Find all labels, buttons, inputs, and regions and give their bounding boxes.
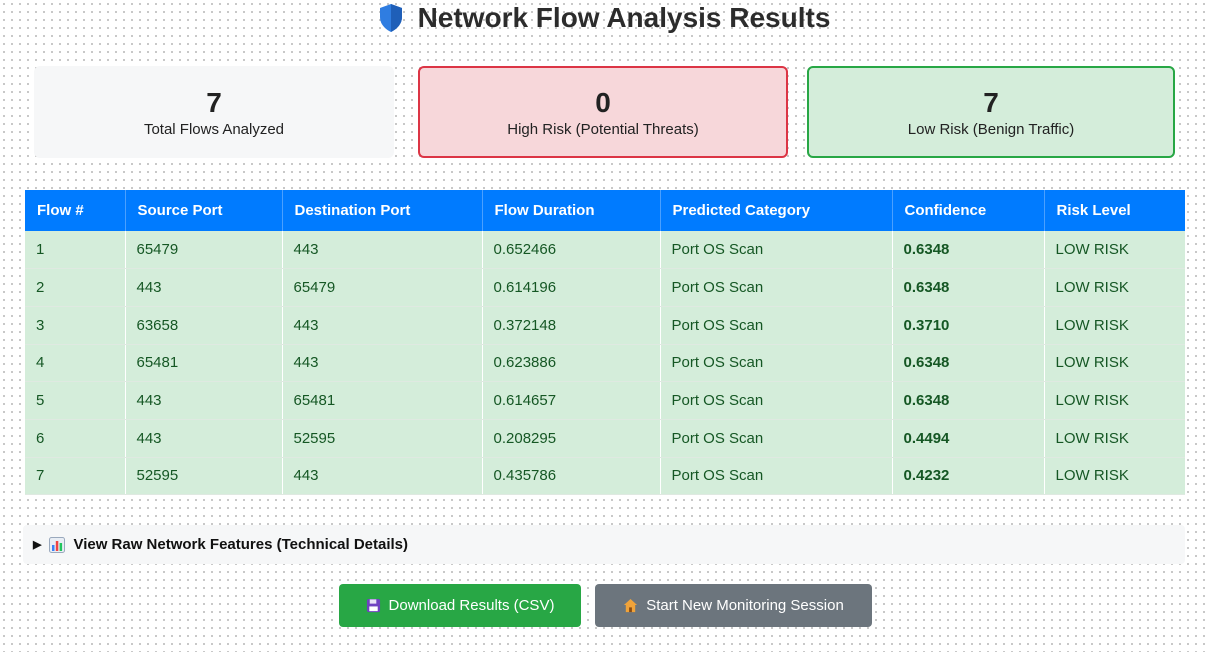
- cell-risk-level: LOW RISK: [1044, 231, 1185, 270]
- cell-flow-duration: 0.614657: [482, 381, 661, 420]
- cell-predicted-category: Port OS Scan: [660, 306, 893, 345]
- total-flows-count: 7: [206, 86, 222, 118]
- cell-flow-duration: 0.652466: [482, 231, 661, 270]
- total-flows-card: 7 Total Flows Analyzed: [34, 66, 394, 158]
- floppy-disk-icon: [366, 598, 380, 613]
- cell-flow: 1: [25, 231, 126, 270]
- cell-source-port: 65479: [125, 231, 283, 270]
- cell-flow-duration: 0.372148: [482, 306, 661, 345]
- table-row: 7 52595 443 0.435786 Port OS Scan 0.4232…: [25, 457, 1185, 496]
- cell-risk-level: LOW RISK: [1044, 419, 1185, 458]
- cell-flow: 7: [25, 457, 126, 496]
- cell-destination-port: 443: [282, 344, 483, 383]
- low-risk-card: 7 Low Risk (Benign Traffic): [807, 66, 1175, 158]
- low-risk-count: 7: [983, 86, 999, 118]
- table-row: 1 65479 443 0.652466 Port OS Scan 0.6348…: [25, 231, 1185, 270]
- total-flows-label: Total Flows Analyzed: [143, 120, 285, 138]
- shield-icon: [379, 4, 402, 32]
- cell-predicted-category: Port OS Scan: [660, 268, 893, 307]
- high-risk-card: 0 High Risk (Potential Threats): [418, 66, 788, 158]
- house-icon: [624, 598, 638, 613]
- cell-confidence: 0.6348: [892, 381, 1045, 420]
- table-row: 3 63658 443 0.372148 Port OS Scan 0.3710…: [25, 306, 1185, 345]
- cell-confidence: 0.4494: [892, 419, 1045, 458]
- cell-destination-port: 443: [282, 231, 483, 270]
- cell-risk-level: LOW RISK: [1044, 457, 1185, 496]
- cell-flow: 4: [25, 344, 126, 383]
- cell-flow-duration: 0.614196: [482, 268, 661, 307]
- page-header: Network Flow Analysis Results: [0, 0, 1208, 36]
- start-new-session-label: Start New Monitoring Session: [646, 597, 844, 614]
- cell-flow: 2: [25, 268, 126, 307]
- cell-source-port: 443: [125, 381, 283, 420]
- cell-risk-level: LOW RISK: [1044, 306, 1185, 345]
- high-risk-label: High Risk (Potential Threats): [507, 120, 699, 138]
- table-row: 5 443 65481 0.614657 Port OS Scan 0.6348…: [25, 381, 1185, 420]
- cell-source-port: 65481: [125, 344, 283, 383]
- table-row: 4 65481 443 0.623886 Port OS Scan 0.6348…: [25, 344, 1185, 383]
- cell-flow-duration: 0.435786: [482, 457, 661, 496]
- raw-features-toggle[interactable]: ▶ View Raw Network Features (Technical D…: [23, 525, 1185, 564]
- page-title: Network Flow Analysis Results: [417, 2, 831, 33]
- start-new-session-button[interactable]: Start New Monitoring Session: [595, 584, 872, 627]
- cell-predicted-category: Port OS Scan: [660, 419, 893, 458]
- col-header-flow[interactable]: Flow #: [25, 190, 126, 231]
- download-results-button[interactable]: Download Results (CSV): [339, 584, 581, 627]
- cell-source-port: 443: [125, 268, 283, 307]
- cell-risk-level: LOW RISK: [1044, 344, 1185, 383]
- cell-risk-level: LOW RISK: [1044, 381, 1185, 420]
- cell-flow: 3: [25, 306, 126, 345]
- col-header-flow-duration[interactable]: Flow Duration: [482, 190, 661, 231]
- table-row: 6 443 52595 0.208295 Port OS Scan 0.4494…: [25, 419, 1185, 458]
- cell-destination-port: 65481: [282, 381, 483, 420]
- table-header-row: Flow # Source Port Destination Port Flow…: [25, 190, 1185, 231]
- cell-predicted-category: Port OS Scan: [660, 344, 893, 383]
- expand-triangle-icon: ▶: [33, 539, 42, 551]
- results-table: Flow # Source Port Destination Port Flow…: [25, 190, 1185, 496]
- high-risk-count: 0: [595, 86, 611, 118]
- col-header-destination-port[interactable]: Destination Port: [282, 190, 483, 231]
- col-header-source-port[interactable]: Source Port: [125, 190, 283, 231]
- cell-destination-port: 443: [282, 457, 483, 496]
- cell-destination-port: 52595: [282, 419, 483, 458]
- cell-confidence: 0.4232: [892, 457, 1045, 496]
- cell-confidence: 0.3710: [892, 306, 1045, 345]
- cell-destination-port: 443: [282, 306, 483, 345]
- cell-flow-duration: 0.623886: [482, 344, 661, 383]
- cell-source-port: 443: [125, 419, 283, 458]
- low-risk-label: Low Risk (Benign Traffic): [907, 120, 1075, 138]
- cell-source-port: 52595: [125, 457, 283, 496]
- cell-predicted-category: Port OS Scan: [660, 457, 893, 496]
- table-row: 2 443 65479 0.614196 Port OS Scan 0.6348…: [25, 268, 1185, 307]
- cell-source-port: 63658: [125, 306, 283, 345]
- col-header-confidence[interactable]: Confidence: [892, 190, 1045, 231]
- cell-risk-level: LOW RISK: [1044, 268, 1185, 307]
- col-header-risk-level[interactable]: Risk Level: [1044, 190, 1185, 231]
- download-results-label: Download Results (CSV): [388, 597, 555, 614]
- cell-confidence: 0.6348: [892, 231, 1045, 270]
- raw-features-label: View Raw Network Features (Technical Det…: [73, 536, 409, 553]
- cell-predicted-category: Port OS Scan: [660, 231, 893, 270]
- cell-flow: 6: [25, 419, 126, 458]
- cell-confidence: 0.6348: [892, 268, 1045, 307]
- cell-flow: 5: [25, 381, 126, 420]
- cell-destination-port: 65479: [282, 268, 483, 307]
- cell-predicted-category: Port OS Scan: [660, 381, 893, 420]
- col-header-predicted-category[interactable]: Predicted Category: [660, 190, 893, 231]
- cell-flow-duration: 0.208295: [482, 419, 661, 458]
- cell-confidence: 0.6348: [892, 344, 1045, 383]
- bar-chart-icon: [49, 536, 66, 553]
